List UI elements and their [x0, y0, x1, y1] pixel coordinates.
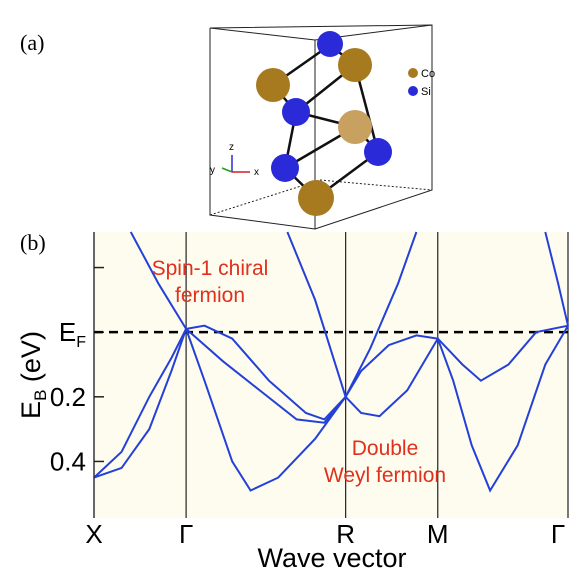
y-label-main: E [16, 401, 46, 419]
annotation: Double [352, 437, 419, 460]
axis-z: z [229, 142, 234, 153]
y-label-rest: (eV) [16, 331, 46, 390]
legend-entry: Si [421, 86, 431, 98]
panel-label: (b) [20, 230, 46, 255]
legend-entry: Co [421, 68, 435, 80]
axes-triad [222, 155, 250, 172]
y-label-sub: B [31, 390, 50, 401]
x-tick-label: Γ [551, 519, 565, 549]
y-tick-label: EF [59, 317, 86, 351]
y-tick-label-sub: F [76, 334, 86, 351]
y-tick-label: 0.4 [50, 446, 86, 476]
panel-label: (a) [20, 30, 44, 55]
y-tick-label-main: E [59, 317, 76, 347]
x-tick-label: Γ [179, 519, 193, 549]
x-tick-label: X [85, 519, 102, 549]
figure: (a) z y x Co Si (b) XΓRMΓEF0.20.4Spin- [0, 0, 569, 576]
annotation: Spin-1 chiral [152, 257, 269, 280]
annotation: fermion [175, 284, 245, 307]
y-axis-label: EB (eV) [16, 331, 50, 419]
x-axis-label: Wave vector [257, 543, 406, 573]
axis-y: y [210, 165, 215, 176]
atoms [256, 31, 392, 216]
legend-swatch [408, 86, 418, 96]
legend-swatch [408, 68, 418, 78]
annotation: Weyl fermion [324, 464, 446, 487]
axis-x: x [254, 167, 259, 178]
y-tick-label: 0.2 [50, 382, 86, 412]
x-tick-label: M [427, 519, 449, 549]
